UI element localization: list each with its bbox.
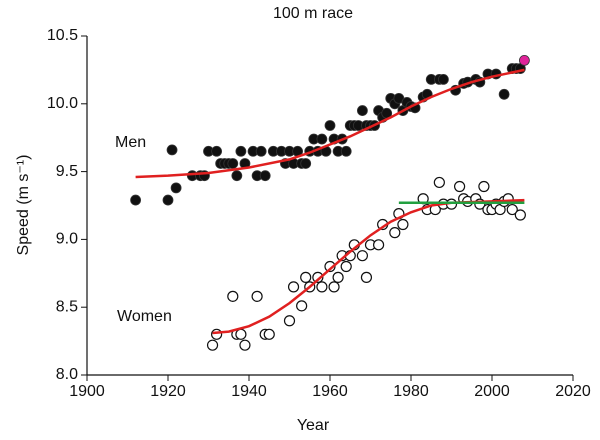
data-point — [227, 158, 239, 169]
data-point — [356, 105, 368, 116]
data-point — [316, 133, 328, 145]
data-point — [356, 250, 368, 262]
data-point — [360, 271, 373, 283]
y-tick-label: 8.0 — [56, 366, 78, 383]
data-point — [130, 194, 142, 206]
data-point — [506, 203, 518, 216]
data-point — [162, 194, 174, 206]
y-tick-label: 10.0 — [47, 95, 78, 112]
data-point — [519, 55, 530, 66]
data-point — [211, 328, 223, 340]
data-point — [211, 145, 223, 157]
data-point — [373, 239, 385, 251]
data-point — [170, 182, 182, 194]
data-point — [251, 290, 263, 302]
data-point — [235, 328, 247, 340]
data-point — [231, 170, 243, 182]
series-label: Men — [115, 134, 146, 151]
data-point — [296, 300, 308, 312]
x-tick-label: 2020 — [555, 383, 591, 400]
x-tick-label: 1980 — [393, 383, 429, 400]
y-tick-label: 10.5 — [47, 27, 78, 44]
data-point — [259, 170, 271, 182]
data-point — [255, 145, 267, 157]
data-point — [328, 281, 340, 293]
y-axis-label: Speed (m s⁻¹) — [15, 155, 32, 256]
data-point — [433, 176, 445, 189]
x-axis-label: Year — [297, 417, 330, 434]
fit-curve — [135, 68, 525, 179]
series-label: Women — [117, 308, 172, 325]
data-point — [300, 158, 312, 169]
chart-title: 100 m race — [273, 5, 353, 22]
data-point — [287, 281, 300, 293]
x-tick-label: 1960 — [312, 383, 348, 400]
y-tick-label: 8.5 — [56, 298, 78, 315]
data-point — [263, 328, 275, 340]
y-tick-label: 9.5 — [56, 163, 78, 180]
data-point — [239, 339, 251, 351]
data-point — [514, 209, 526, 221]
data-point — [340, 145, 352, 157]
data-point — [235, 145, 247, 157]
data-point — [454, 180, 466, 193]
fit-curve — [212, 198, 525, 335]
data-point — [478, 180, 490, 193]
x-tick-label: 1940 — [231, 383, 267, 400]
data-point — [437, 73, 449, 85]
data-point — [206, 339, 219, 351]
data-point — [312, 271, 324, 283]
data-point — [227, 290, 239, 302]
data-point — [340, 260, 352, 273]
y-tick-label: 9.0 — [56, 231, 78, 248]
x-tick-label: 1900 — [69, 383, 105, 400]
data-point — [300, 271, 312, 283]
data-point — [332, 271, 344, 283]
data-point — [166, 144, 178, 156]
data-point — [316, 281, 328, 293]
data-point — [389, 227, 401, 239]
data-point — [397, 218, 409, 231]
data-point — [283, 315, 296, 327]
x-tick-label: 2000 — [474, 383, 510, 400]
data-point — [324, 120, 336, 131]
x-tick-label: 1920 — [150, 383, 186, 400]
data-point — [498, 88, 510, 100]
